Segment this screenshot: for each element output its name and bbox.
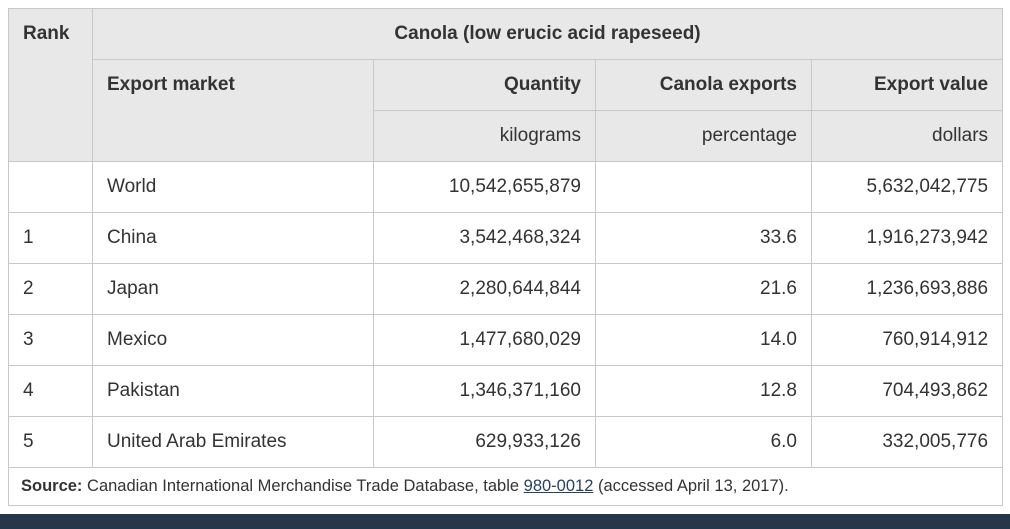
cell-quantity: 2,280,644,844	[373, 263, 596, 315]
cell-export-value: 760,914,912	[810, 314, 1004, 366]
unit-kilograms: kilograms	[373, 110, 596, 162]
table-row: 5 United Arab Emirates 629,933,126 6.0 3…	[8, 416, 1004, 468]
cell-quantity: 1,346,371,160	[373, 365, 596, 417]
cell-export-value: 5,632,042,775	[810, 161, 1004, 213]
cell-export-market: Mexico	[92, 314, 374, 366]
table-title: Canola (low erucic acid rapeseed)	[91, 8, 1004, 60]
cell-quantity: 1,477,680,029	[373, 314, 596, 366]
page-footer-bar	[0, 514, 1010, 529]
cell-export-market: China	[92, 212, 374, 264]
table-row: 1 China 3,542,468,324 33.6 1,916,273,942	[8, 212, 1004, 264]
col-header-canola-exports: Canola exports	[595, 59, 812, 111]
canola-exports-table: Rank Canola (low erucic acid rapeseed) E…	[7, 8, 1004, 506]
unit-percentage: percentage	[595, 110, 812, 162]
table-number-link[interactable]: 980-0012	[523, 477, 594, 495]
table-row: 4 Pakistan 1,346,371,160 12.8 704,493,86…	[8, 365, 1004, 417]
cell-rank: 2	[8, 263, 93, 315]
col-header-export-market: Export market	[92, 59, 374, 162]
cell-export-market: Pakistan	[92, 365, 374, 417]
cell-quantity: 10,542,655,879	[373, 161, 596, 213]
header-row-columns: Export market Quantity Canola exports Ex…	[9, 59, 1004, 162]
col-header-export-value: Export value	[810, 59, 1004, 111]
col-header-quantity: Quantity	[373, 59, 596, 111]
cell-percentage: 14.0	[595, 314, 812, 366]
cell-rank: 1	[8, 212, 93, 264]
cell-percentage: 33.6	[595, 212, 812, 264]
table-container: Rank Canola (low erucic acid rapeseed) E…	[7, 8, 1004, 506]
header-row-group: Rank Canola (low erucic acid rapeseed)	[8, 8, 1004, 162]
cell-export-market: World	[92, 161, 374, 213]
cell-quantity: 3,542,468,324	[373, 212, 596, 264]
table-row: World 10,542,655,879 5,632,042,775	[8, 161, 1004, 213]
source-note: Source: Canadian International Merchandi…	[7, 467, 1004, 506]
cell-rank: 3	[8, 314, 93, 366]
cell-export-value: 1,236,693,886	[810, 263, 1004, 315]
cell-percentage: 21.6	[595, 263, 812, 315]
cell-percentage	[595, 161, 812, 213]
col-header-rank: Rank	[8, 8, 93, 162]
cell-percentage: 12.8	[595, 365, 812, 417]
table-row: 3 Mexico 1,477,680,029 14.0 760,914,912	[8, 314, 1004, 366]
cell-export-value: 1,916,273,942	[810, 212, 1004, 264]
header-row-units: kilograms percentage dollars	[9, 110, 1004, 162]
cell-rank	[8, 161, 93, 213]
unit-dollars: dollars	[810, 110, 1004, 162]
cell-export-value: 332,005,776	[810, 416, 1004, 468]
cell-export-market: Japan	[92, 263, 374, 315]
source-label: Source:	[21, 477, 83, 495]
cell-export-market: United Arab Emirates	[92, 416, 374, 468]
cell-export-value: 704,493,862	[810, 365, 1004, 417]
cell-rank: 4	[8, 365, 93, 417]
source-text-before: Canadian International Merchandise Trade…	[82, 477, 524, 495]
table-row: 2 Japan 2,280,644,844 21.6 1,236,693,886	[8, 263, 1004, 315]
source-row: Source: Canadian International Merchandi…	[7, 467, 1004, 506]
cell-quantity: 629,933,126	[373, 416, 596, 468]
source-text-after: (accessed April 13, 2017).	[593, 477, 789, 495]
cell-percentage: 6.0	[595, 416, 812, 468]
cell-rank: 5	[8, 416, 93, 468]
